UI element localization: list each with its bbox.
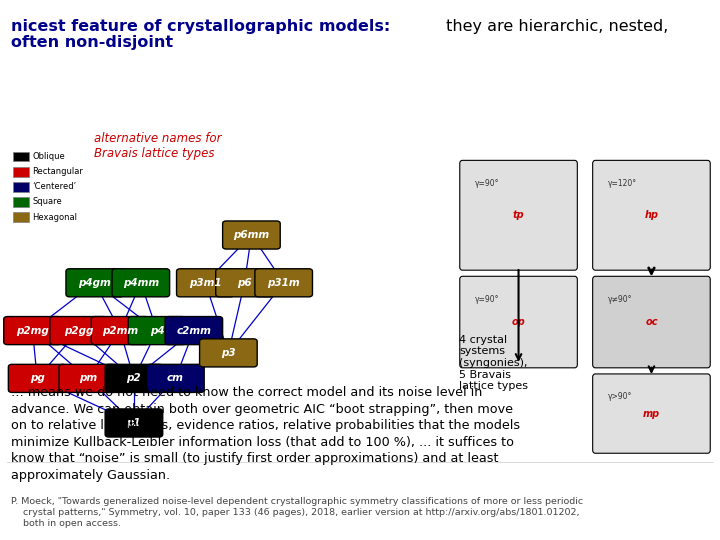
Text: p2mg: p2mg [16, 326, 49, 335]
FancyBboxPatch shape [593, 374, 710, 453]
Text: p2mm: p2mm [102, 326, 138, 335]
Text: tp: tp [513, 210, 524, 220]
Text: they are hierarchic, nested,: they are hierarchic, nested, [441, 19, 668, 34]
Text: γ=90°: γ=90° [475, 295, 500, 303]
Text: often non-disjoint: often non-disjoint [11, 35, 173, 50]
Text: cm: cm [167, 373, 184, 383]
Text: p3m1: p3m1 [189, 278, 222, 288]
Text: Rectangular: Rectangular [32, 167, 84, 176]
Text: p4mm: p4mm [123, 278, 159, 288]
FancyBboxPatch shape [460, 276, 577, 368]
Text: oc: oc [645, 317, 657, 327]
Text: P. Moeck, "Towards generalized noise-level dependent crystallographic symmetry c: P. Moeck, "Towards generalized noise-lev… [11, 497, 583, 528]
Text: p6mm: p6mm [233, 230, 269, 240]
Text: p2gg: p2gg [64, 326, 94, 335]
Text: p3: p3 [221, 348, 235, 358]
Text: γ=120°: γ=120° [608, 179, 637, 188]
Text: nicest feature of crystallographic models:: nicest feature of crystallographic model… [11, 19, 390, 34]
Text: Oblique: Oblique [32, 152, 65, 161]
Text: Square: Square [32, 198, 62, 206]
Text: Hexagonal: Hexagonal [32, 213, 78, 221]
Text: c2mm: c2mm [176, 326, 211, 335]
FancyBboxPatch shape [593, 276, 710, 368]
Text: p4: p4 [150, 326, 164, 335]
Text: γ=90°: γ=90° [475, 179, 500, 188]
Text: pg: pg [30, 373, 45, 383]
Text: pm: pm [78, 373, 97, 383]
Text: ‘Centered’: ‘Centered’ [32, 183, 76, 191]
Text: γ≠90°: γ≠90° [608, 295, 632, 303]
Text: op: op [512, 317, 526, 327]
Text: p1: p1 [127, 418, 141, 428]
Text: p4gm: p4gm [78, 278, 111, 288]
Text: hp: hp [644, 210, 659, 220]
Text: γ>90°: γ>90° [608, 392, 632, 401]
FancyBboxPatch shape [593, 160, 710, 270]
Text: p31m: p31m [267, 278, 300, 288]
Text: p2: p2 [127, 373, 141, 383]
Text: alternative names for
Bravais lattice types: alternative names for Bravais lattice ty… [94, 132, 221, 160]
Text: p6: p6 [237, 278, 252, 288]
Text: mp: mp [643, 409, 660, 419]
Text: … means we do not need to know the correct model and its noise level in
advance.: … means we do not need to know the corre… [11, 386, 520, 482]
Text: 4 crystal
systems
(syngonies),
5 Bravais
lattice types: 4 crystal systems (syngonies), 5 Bravais… [459, 335, 528, 391]
FancyBboxPatch shape [460, 160, 577, 270]
